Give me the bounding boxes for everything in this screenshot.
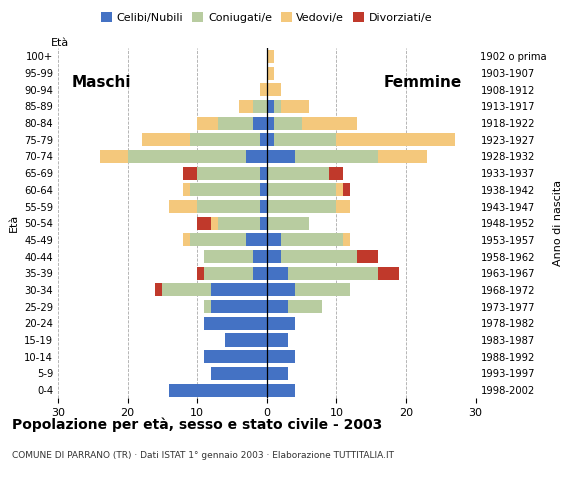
Y-axis label: Anno di nascita: Anno di nascita [553, 180, 563, 266]
Bar [142, 133, 190, 146]
Bar [336, 133, 455, 146]
Bar [253, 250, 267, 263]
Bar [378, 150, 427, 163]
Bar [343, 183, 350, 196]
Bar [267, 250, 281, 263]
Bar [329, 167, 343, 180]
Bar [267, 50, 274, 63]
Bar [267, 117, 274, 130]
Bar [274, 133, 336, 146]
Bar [288, 267, 378, 280]
Bar [197, 117, 218, 130]
Bar [267, 200, 336, 213]
Bar [197, 167, 260, 180]
Bar [162, 283, 211, 297]
Bar [281, 250, 357, 263]
Bar [253, 117, 267, 130]
Bar [267, 150, 295, 163]
Bar [218, 216, 260, 230]
Bar [190, 183, 260, 196]
Bar [225, 334, 267, 347]
Bar [267, 384, 295, 396]
Bar [267, 283, 295, 297]
Bar [211, 367, 267, 380]
Bar [246, 233, 267, 246]
Bar [211, 216, 218, 230]
Bar [267, 350, 295, 363]
Bar [197, 200, 260, 213]
Bar [260, 167, 267, 180]
Bar [343, 233, 350, 246]
Bar [260, 183, 267, 196]
Bar [239, 100, 253, 113]
Bar [155, 283, 162, 297]
Bar [204, 317, 267, 330]
Bar [204, 350, 267, 363]
Bar [336, 200, 350, 213]
Bar [183, 183, 190, 196]
Bar [274, 117, 302, 130]
Bar [267, 83, 281, 96]
Text: COMUNE DI PARRANO (TR) · Dati ISTAT 1° gennaio 2003 · Elaborazione TUTTITALIA.IT: COMUNE DI PARRANO (TR) · Dati ISTAT 1° g… [12, 451, 394, 460]
Bar [218, 117, 253, 130]
Bar [267, 317, 295, 330]
Bar [267, 67, 274, 80]
Bar [267, 267, 288, 280]
Bar [274, 100, 281, 113]
Bar [288, 300, 322, 313]
Bar [169, 384, 267, 396]
Text: Femmine: Femmine [383, 75, 462, 90]
Bar [281, 100, 309, 113]
Bar [204, 267, 253, 280]
Bar [197, 216, 211, 230]
Bar [246, 150, 267, 163]
Bar [204, 300, 211, 313]
Bar [211, 283, 267, 297]
Legend: Celibi/Nubili, Coniugati/e, Vedovi/e, Divorziati/e: Celibi/Nubili, Coniugati/e, Vedovi/e, Di… [97, 8, 437, 27]
Bar [267, 216, 309, 230]
Bar [295, 150, 378, 163]
Bar [128, 150, 246, 163]
Text: Maschi: Maschi [72, 75, 132, 90]
Bar [357, 250, 378, 263]
Bar [100, 150, 128, 163]
Bar [204, 250, 253, 263]
Bar [169, 200, 197, 213]
Bar [267, 300, 288, 313]
Bar [183, 233, 190, 246]
Bar [190, 233, 246, 246]
Bar [378, 267, 399, 280]
Bar [336, 183, 343, 196]
Bar [253, 100, 267, 113]
Bar [267, 133, 274, 146]
Bar [281, 233, 343, 246]
Bar [197, 267, 204, 280]
Y-axis label: Età: Età [9, 214, 19, 232]
Text: Età: Età [51, 38, 69, 48]
Bar [267, 233, 281, 246]
Bar [267, 183, 336, 196]
Bar [260, 133, 267, 146]
Bar [267, 167, 329, 180]
Bar [253, 267, 267, 280]
Bar [183, 167, 197, 180]
Bar [211, 300, 267, 313]
Bar [260, 83, 267, 96]
Bar [260, 216, 267, 230]
Text: Popolazione per età, sesso e stato civile - 2003: Popolazione per età, sesso e stato civil… [12, 418, 382, 432]
Bar [302, 117, 357, 130]
Bar [260, 200, 267, 213]
Bar [267, 367, 288, 380]
Bar [295, 283, 350, 297]
Bar [267, 100, 274, 113]
Bar [267, 334, 288, 347]
Bar [190, 133, 260, 146]
